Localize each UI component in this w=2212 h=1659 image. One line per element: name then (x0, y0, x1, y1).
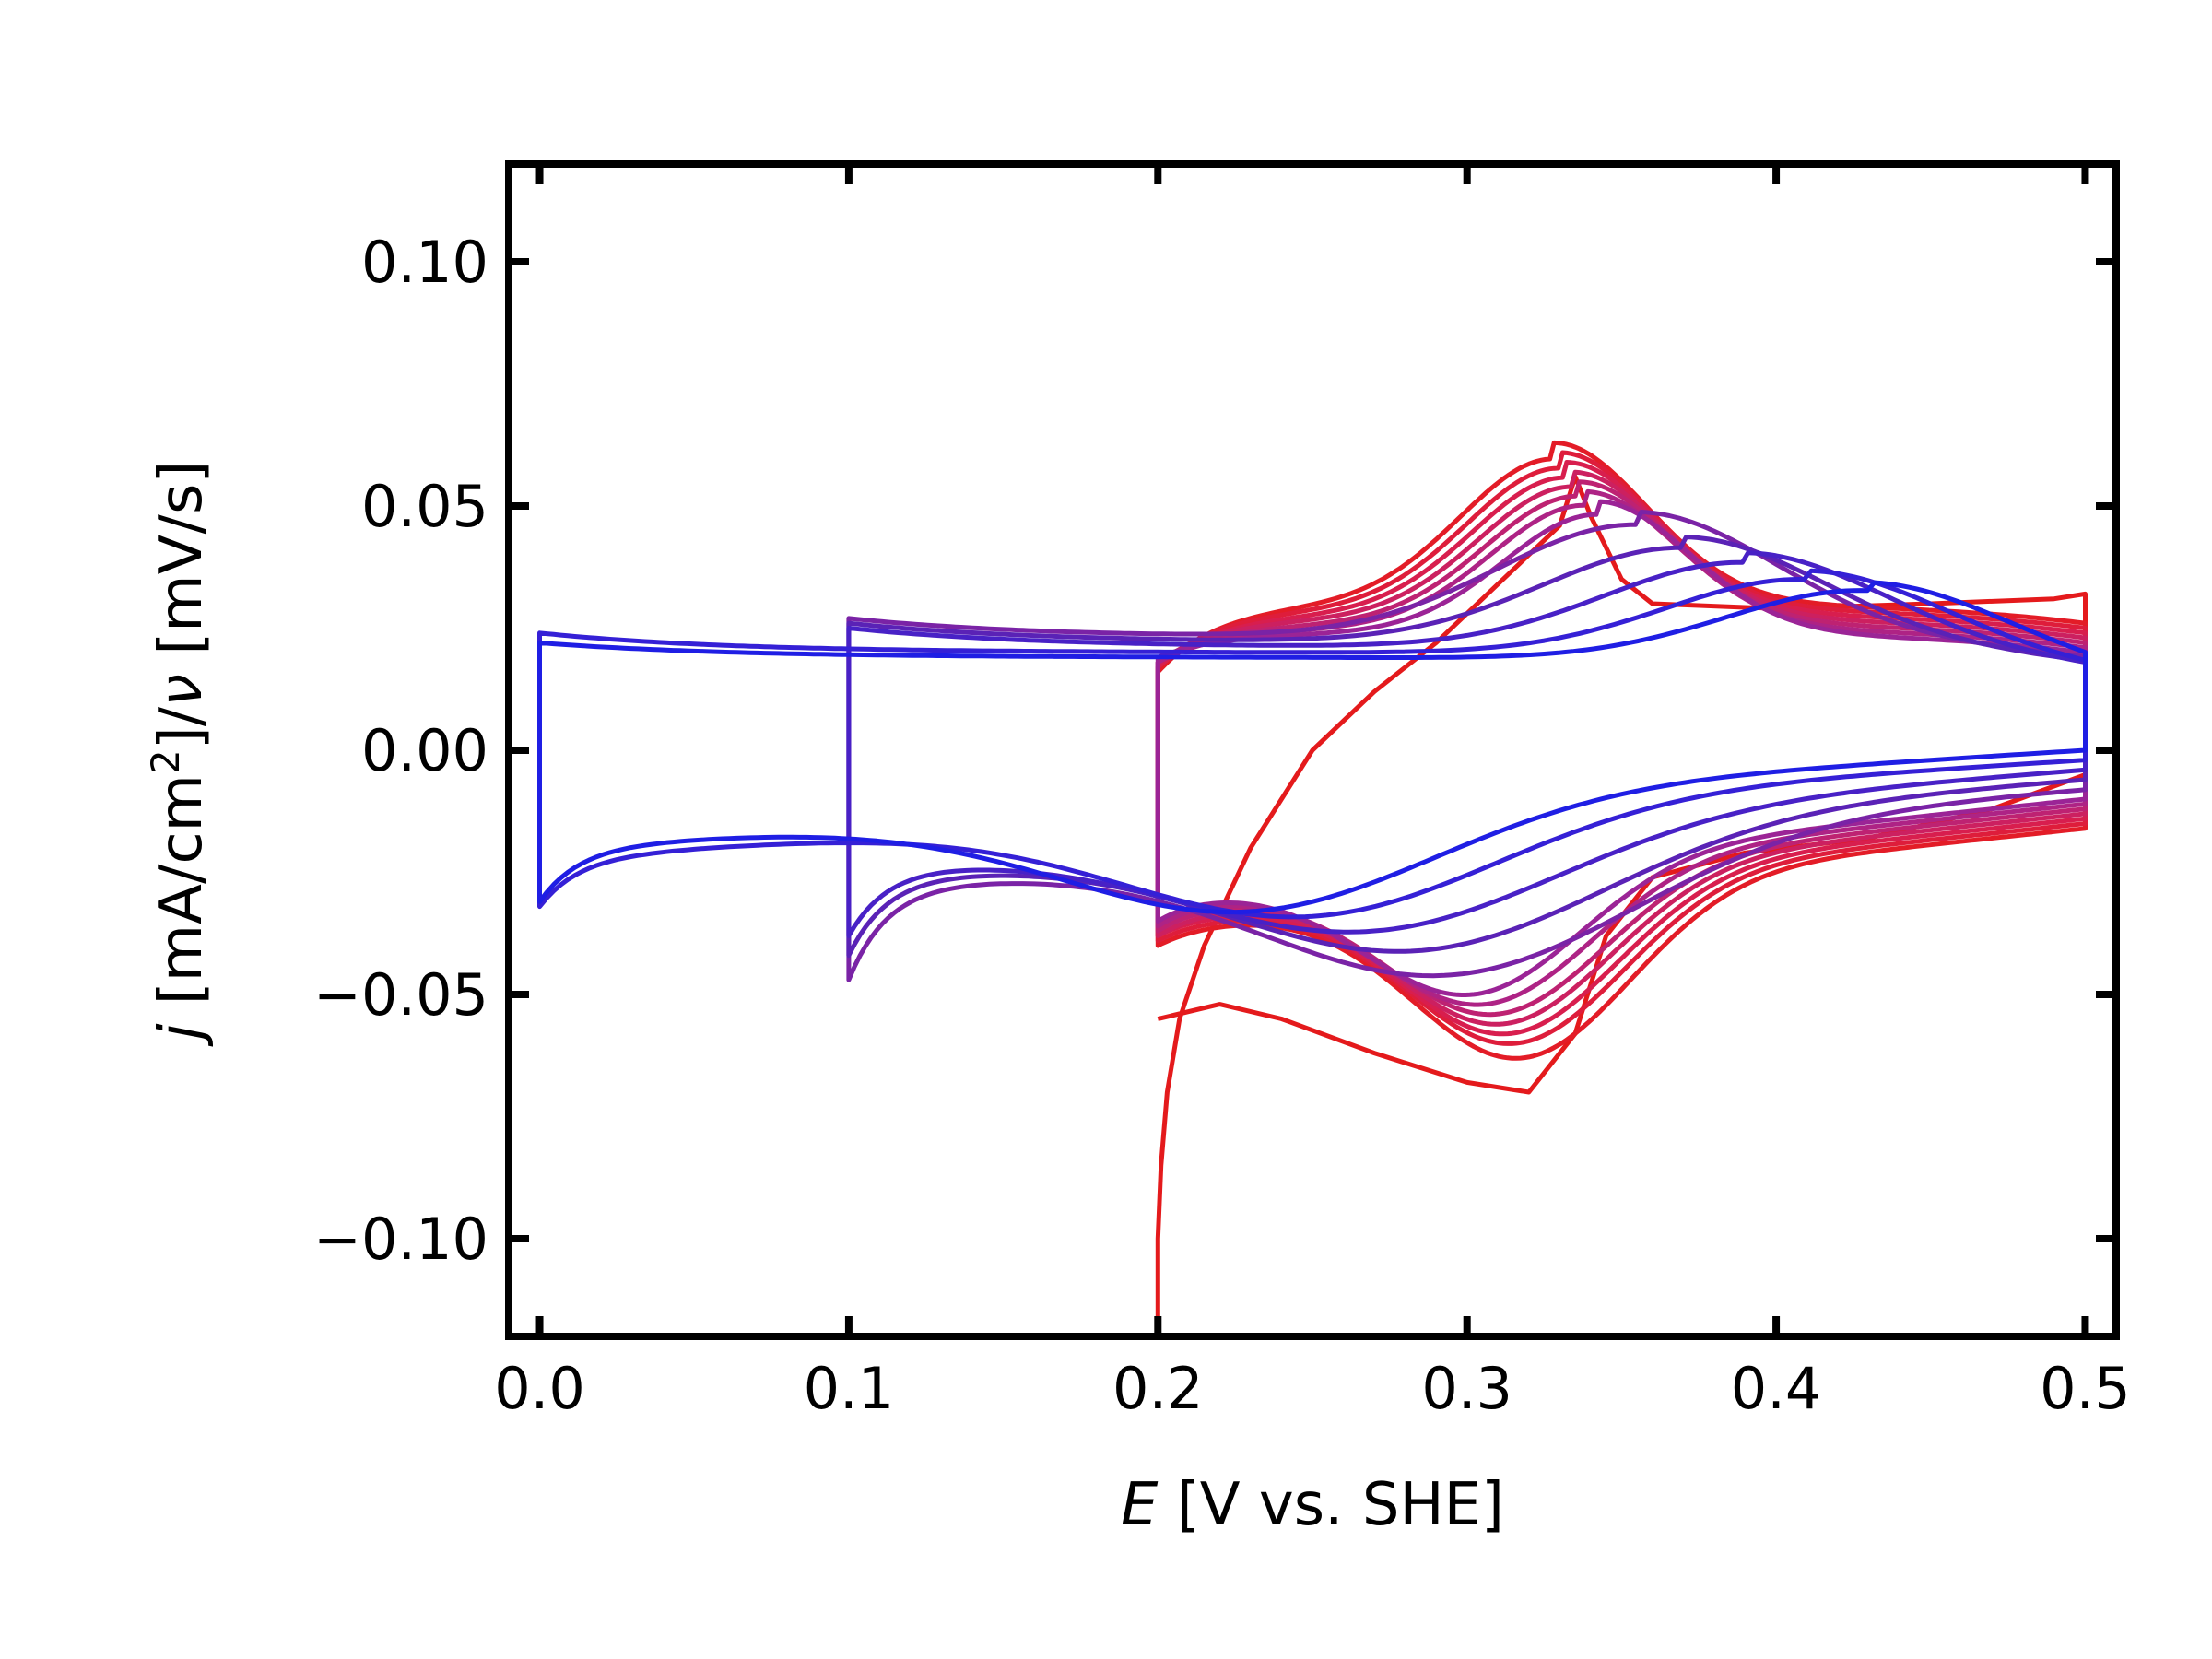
tick-layer: 0.0 0.1 0.2 0.3 0.4 0.5 −0.10 −0.05 0.00 0.05 0.10 (313, 164, 2131, 1422)
y-tick-label-0: −0.10 (313, 1206, 488, 1273)
y-tick-label-2: 0.00 (361, 717, 488, 784)
x-tick-label-1: 0.1 (804, 1355, 895, 1422)
y-tick-label-1: −0.05 (313, 961, 488, 1029)
series-layer (537, 440, 2088, 1336)
x-tick-label-2: 0.2 (1112, 1355, 1204, 1422)
x-tick-label-3: 0.3 (1421, 1355, 1512, 1422)
y-axis-label: j [mA/cm2]/ν [mV/s] (143, 461, 217, 1048)
plot-frame (505, 160, 2120, 1340)
x-tick-label-5: 0.5 (2040, 1355, 2131, 1422)
x-axis-label: E [V vs. SHE] (1121, 1471, 1504, 1539)
x-tick-label-4: 0.4 (1731, 1355, 1822, 1422)
cv-curve-13 (537, 580, 2088, 915)
y-tick-label-3: 0.05 (361, 473, 488, 540)
y-tick-label-4: 0.10 (361, 229, 488, 296)
x-tick-label-0: 0.0 (494, 1355, 585, 1422)
